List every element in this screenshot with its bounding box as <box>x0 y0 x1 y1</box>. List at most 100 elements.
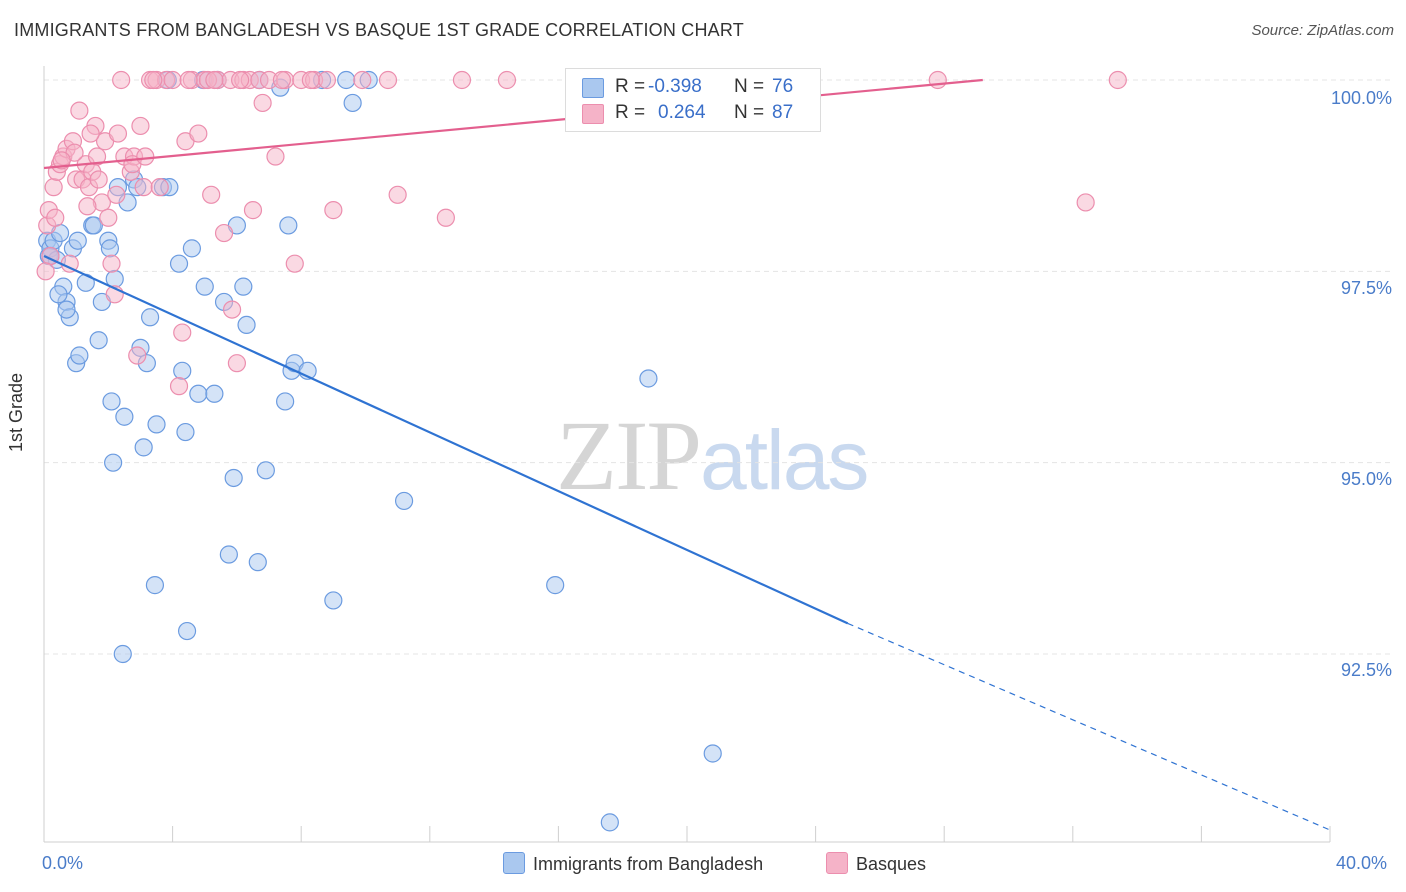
point-bangladesh <box>639 369 658 388</box>
point-basques <box>131 116 150 136</box>
point-bangladesh <box>600 813 619 832</box>
point-bangladesh <box>113 644 132 664</box>
point-basques <box>52 151 71 170</box>
point-basques <box>99 208 118 227</box>
point-basques <box>81 124 100 143</box>
legend-r-label: R = <box>615 102 646 123</box>
point-basques <box>285 254 304 273</box>
bottom-legend-label-bangladesh: Immigrants from Bangladesh <box>533 854 764 874</box>
point-bangladesh <box>140 308 160 327</box>
point-basques <box>353 70 372 90</box>
point-basques <box>497 70 517 90</box>
point-basques <box>46 208 65 227</box>
point-bangladesh <box>337 70 356 90</box>
point-basques <box>102 254 121 273</box>
point-basques <box>179 70 198 90</box>
watermark-zip: ZIP <box>556 400 702 511</box>
point-bangladesh <box>324 591 343 610</box>
point-basques <box>436 208 455 227</box>
x-tick-label-min: 0.0% <box>42 853 84 873</box>
point-bangladesh <box>57 300 76 319</box>
point-bangladesh <box>205 384 224 403</box>
series-basques <box>36 70 1127 396</box>
point-basques <box>112 70 131 90</box>
trend-lines <box>43 78 1331 831</box>
point-basques <box>205 70 224 90</box>
point-basques <box>87 147 107 166</box>
point-bangladesh <box>89 331 108 350</box>
point-bangladesh <box>100 239 120 258</box>
correlation-legend: R = -0.398 N = 76 R = 0.264 N = 87 <box>565 68 821 132</box>
point-basques <box>70 101 89 120</box>
legend-swatch-blue <box>582 78 604 98</box>
legend-r-label: R = <box>615 76 646 97</box>
point-bangladesh <box>248 553 267 572</box>
bottom-legend-swatch-blue <box>503 852 525 874</box>
point-basques <box>44 178 63 197</box>
point-basques <box>189 124 208 143</box>
point-basques <box>266 147 285 166</box>
point-basques <box>222 300 242 319</box>
point-bangladesh <box>343 93 362 113</box>
point-basques <box>301 70 320 90</box>
legend-n-value: 87 <box>772 102 794 123</box>
point-basques <box>136 147 155 166</box>
trend-line-basques <box>43 78 983 170</box>
point-bangladesh <box>104 453 123 472</box>
legend-n-label: N = <box>734 102 765 123</box>
point-basques <box>1076 193 1095 212</box>
point-bangladesh <box>195 277 214 296</box>
bottom-legend-swatch-pink <box>826 852 848 874</box>
point-basques <box>1108 70 1127 90</box>
point-basques <box>150 178 169 197</box>
legend-n-label: N = <box>734 76 765 97</box>
point-bangladesh <box>256 461 275 480</box>
point-basques <box>128 346 147 365</box>
watermark-atlas: atlas <box>700 413 869 507</box>
y-tick-label-92-5: 92.5% <box>1340 660 1392 680</box>
point-bangladesh <box>115 407 134 426</box>
point-basques <box>253 93 272 113</box>
point-basques <box>272 70 292 90</box>
point-basques <box>108 124 128 143</box>
point-bangladesh <box>84 216 103 235</box>
x-tick-label-max: 40.0% <box>1336 853 1388 873</box>
legend-swatch-pink <box>582 104 604 124</box>
point-bangladesh <box>224 468 243 488</box>
grid-lines <box>44 79 1390 655</box>
legend-n-value: 76 <box>772 76 794 97</box>
point-basques <box>173 323 192 342</box>
point-bangladesh <box>147 415 166 434</box>
chart-title: IMMIGRANTS FROM BANGLADESH VS BASQUE 1ST… <box>14 20 744 40</box>
point-bangladesh <box>134 438 153 457</box>
source-label: Source: ZipAtlas.com <box>1251 22 1394 39</box>
trend-line-bangladesh <box>43 255 849 625</box>
point-basques <box>134 178 153 197</box>
point-bangladesh <box>68 231 87 250</box>
point-bangladesh <box>145 576 165 595</box>
y-tick-label-100: 100.0% <box>1330 88 1392 108</box>
point-basques <box>89 170 108 189</box>
point-bangladesh <box>70 346 89 365</box>
point-basques <box>231 70 250 90</box>
axes <box>43 66 1331 843</box>
bottom-legend-bangladesh: Immigrants from Bangladesh <box>503 852 763 875</box>
point-basques <box>928 70 947 90</box>
point-basques <box>378 70 398 90</box>
point-bangladesh <box>279 216 298 235</box>
point-basques <box>107 185 126 204</box>
point-bangladesh <box>176 422 195 442</box>
point-bangladesh <box>169 254 189 273</box>
point-basques <box>163 70 182 90</box>
point-basques <box>36 262 55 281</box>
point-basques <box>317 70 337 90</box>
zipatlas-watermark: ZIPatlas <box>556 398 869 513</box>
point-basques <box>78 197 97 216</box>
legend-r-value: 0.264 <box>658 102 706 123</box>
point-bangladesh <box>703 744 722 763</box>
point-bangladesh <box>219 545 238 564</box>
point-basques <box>388 185 407 204</box>
point-basques <box>144 70 163 90</box>
point-bangladesh <box>49 285 68 304</box>
